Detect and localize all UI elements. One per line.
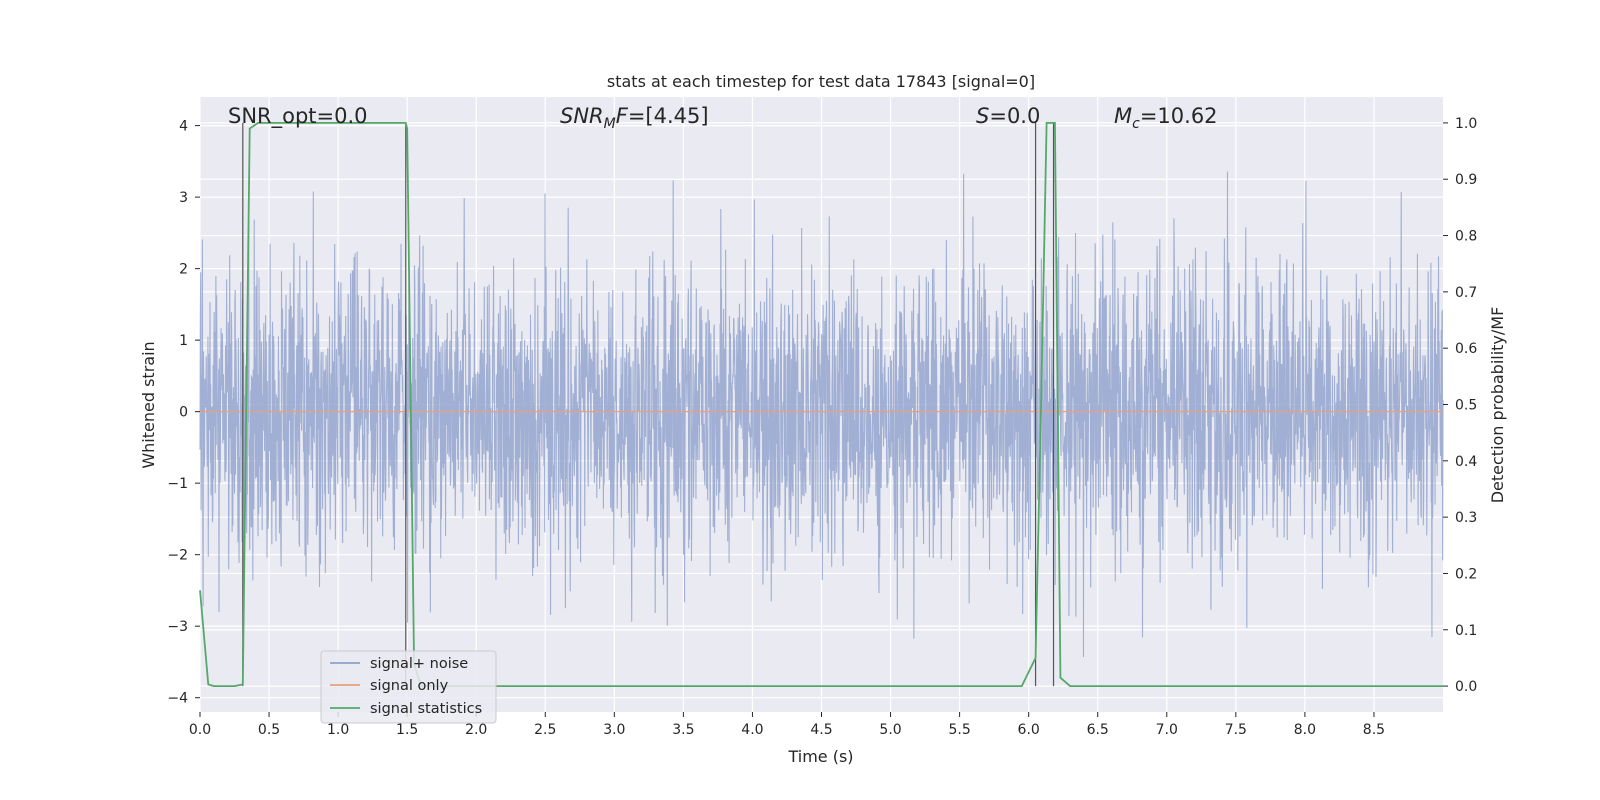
y-tick-label-0: −4 bbox=[167, 691, 188, 707]
x-tick-label-1: 0.5 bbox=[258, 722, 280, 738]
y-tick-label-4: 0 bbox=[179, 405, 188, 421]
annotation-s: S=0.0 bbox=[976, 104, 1040, 128]
y2-tick-label-8: 0.8 bbox=[1455, 229, 1477, 245]
x-tick-label-7: 3.5 bbox=[672, 722, 694, 738]
x-tick-label-6: 3.0 bbox=[603, 722, 625, 738]
annotation-snr-mf: SNRMF=[4.45] bbox=[560, 104, 709, 132]
x-tick-label-3: 1.5 bbox=[396, 722, 418, 738]
signal-noise-series bbox=[199, 171, 1444, 658]
chart-title: stats at each timestep for test data 178… bbox=[607, 72, 1035, 91]
x-tick-label-14: 7.0 bbox=[1156, 722, 1178, 738]
x-tick-label-5: 2.5 bbox=[534, 722, 556, 738]
y2-tick-label-6: 0.6 bbox=[1455, 341, 1477, 357]
x-tick-label-12: 6.0 bbox=[1018, 722, 1040, 738]
y-tick-label-5: 1 bbox=[179, 333, 188, 349]
y-tick-label-7: 3 bbox=[179, 190, 188, 206]
s-value: =0.0 bbox=[989, 104, 1040, 128]
s-symbol: S bbox=[976, 104, 989, 128]
x-tick-label-9: 4.5 bbox=[810, 722, 832, 738]
snr-mf-prefix: SNR bbox=[560, 104, 604, 128]
annotation-mc: Mc=10.62 bbox=[1114, 104, 1218, 132]
y2-tick-label-9: 0.9 bbox=[1455, 172, 1477, 188]
legend-label-signal-noise: signal+ noise bbox=[370, 656, 468, 672]
x-tick-label-11: 5.5 bbox=[948, 722, 970, 738]
mc-value: =10.62 bbox=[1140, 104, 1218, 128]
x-tick-label-17: 8.5 bbox=[1363, 722, 1385, 738]
ticks: 0.0 0.5 1.0 1.5 2.0 2.5 3.0 3.5 4.0 4.5 5.0 5.5 6.0 6… bbox=[167, 116, 1477, 738]
vertical-markers bbox=[242, 122, 1055, 687]
signal-noise-line bbox=[199, 171, 1444, 658]
legend-label-signal-statistics: signal statistics bbox=[370, 701, 482, 717]
x-tick-label-2: 1.0 bbox=[327, 722, 349, 738]
y-tick-label-6: 2 bbox=[179, 262, 188, 278]
y2-axis-title: Detection probability/MF bbox=[1488, 307, 1507, 504]
mc-sub: c bbox=[1132, 116, 1140, 132]
y-tick-label-3: −1 bbox=[167, 476, 188, 492]
x-tick-label-0: 0.0 bbox=[189, 722, 211, 738]
y2-tick-label-10: 1.0 bbox=[1455, 116, 1477, 132]
x-tick-label-13: 6.5 bbox=[1087, 722, 1109, 738]
y2-tick-label-5: 0.5 bbox=[1455, 398, 1477, 414]
x-tick-label-16: 8.0 bbox=[1294, 722, 1316, 738]
x-tick-label-4: 2.0 bbox=[465, 722, 487, 738]
y2-tick-label-1: 0.1 bbox=[1455, 623, 1477, 639]
snr-mf-suffix: F bbox=[616, 104, 629, 128]
x-tick-label-8: 4.0 bbox=[741, 722, 763, 738]
snr-mf-sub: M bbox=[604, 116, 616, 132]
legend: signal+ noise signal only signal statist… bbox=[320, 650, 497, 724]
legend-box bbox=[320, 650, 497, 724]
annotation-snr-opt: SNR_opt=0.0 bbox=[228, 104, 368, 129]
y2-tick-label-3: 0.3 bbox=[1455, 510, 1477, 526]
x-axis-title: Time (s) bbox=[787, 747, 853, 766]
x-tick-label-10: 5.0 bbox=[879, 722, 901, 738]
y-tick-label-2: −2 bbox=[167, 548, 188, 564]
x-tick-label-15: 7.5 bbox=[1225, 722, 1247, 738]
y-tick-label-8: 4 bbox=[179, 119, 188, 135]
y2-tick-label-2: 0.2 bbox=[1455, 566, 1477, 582]
y-axis-title: Whitened strain bbox=[139, 341, 158, 468]
y-tick-label-1: −3 bbox=[167, 619, 188, 635]
y2-tick-label-4: 0.4 bbox=[1455, 454, 1477, 470]
snr-mf-value: =[4.45] bbox=[628, 104, 709, 128]
y2-tick-label-7: 0.7 bbox=[1455, 285, 1477, 301]
y2-tick-label-0: 0.0 bbox=[1455, 679, 1477, 695]
legend-label-signal-only: signal only bbox=[370, 678, 449, 694]
mc-symbol: M bbox=[1114, 104, 1132, 128]
